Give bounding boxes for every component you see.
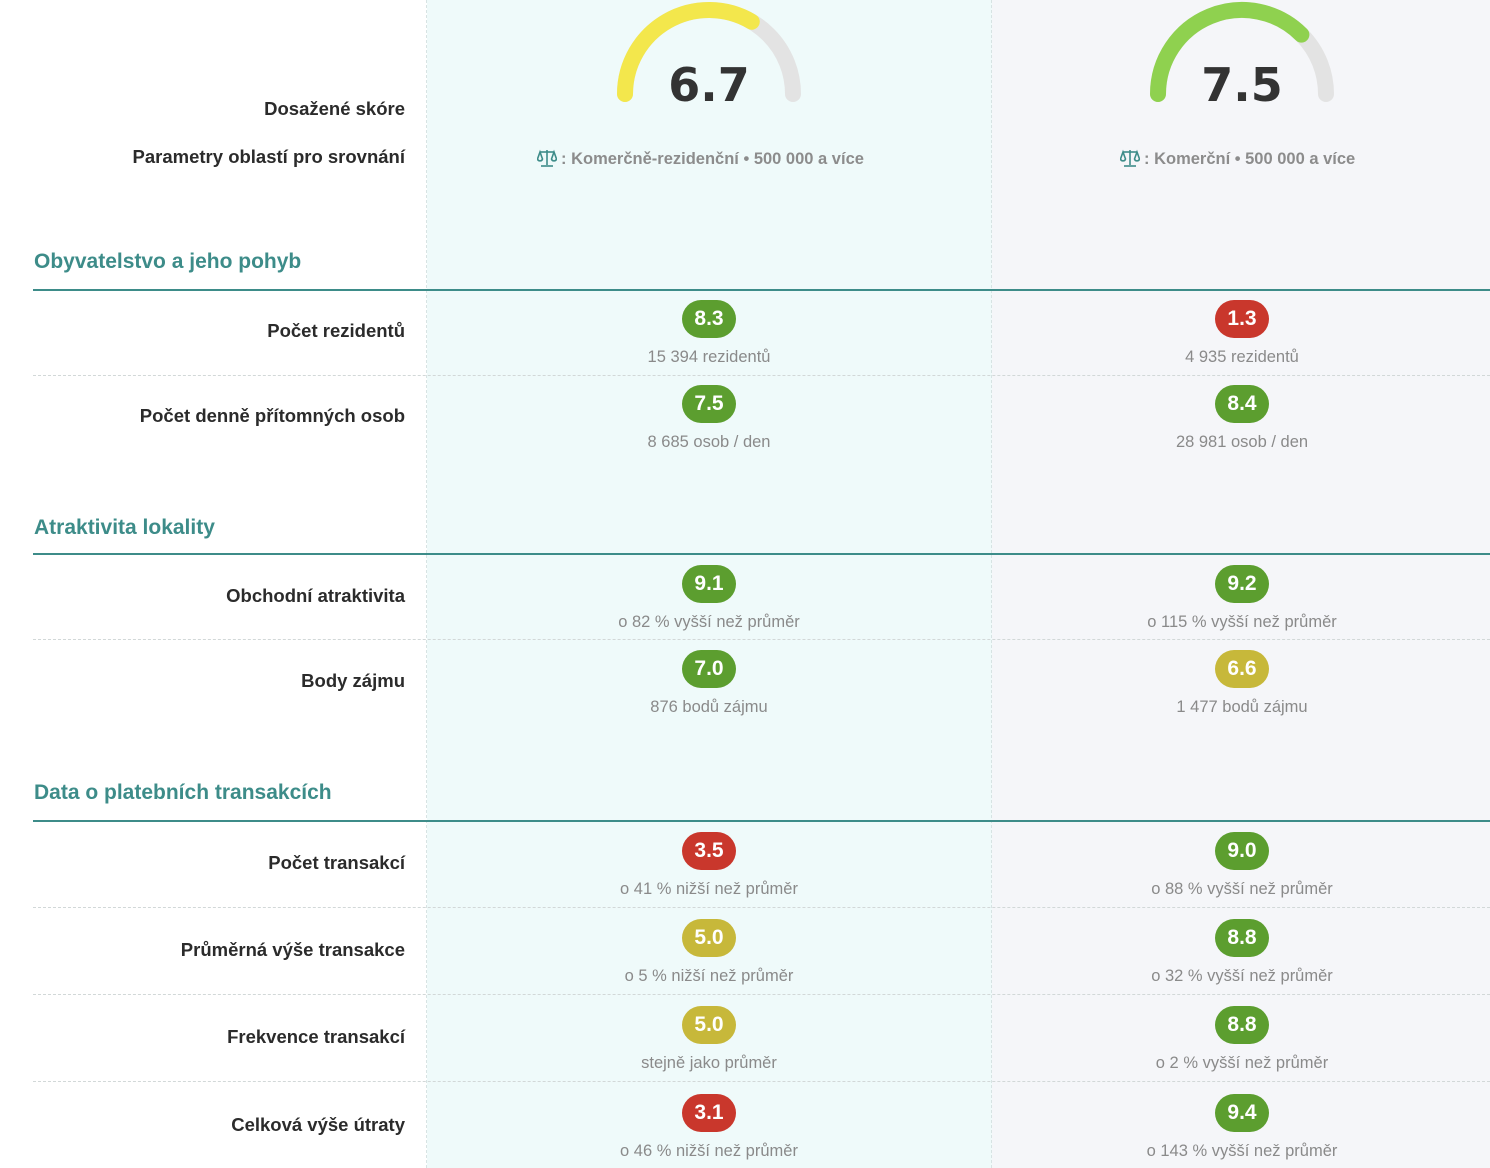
section-title-attractiveness: Atraktivita lokality [34, 516, 215, 539]
score-badge: 8.8 [1215, 1006, 1269, 1044]
section-divider [33, 289, 1490, 291]
score-cell: 8.8 o 32 % vyšší než průměr [1092, 919, 1392, 986]
score-badge: 3.1 [682, 1094, 736, 1132]
score-cell: 3.1 o 46 % nižší než průměr [559, 1094, 859, 1161]
score-cell: 7.5 8 685 osob / den [559, 385, 859, 452]
score-cell: 5.0 o 5 % nižší než průměr [559, 919, 859, 986]
score-detail: 15 394 rezidentů [647, 348, 771, 366]
score-badge: 7.5 [682, 385, 736, 423]
score-cell: 1.3 4 935 rezidentů [1092, 300, 1392, 367]
row-label: Celková výše útraty [231, 1114, 405, 1135]
gauge-score: 6.7 [668, 58, 750, 112]
score-cell: 3.5 o 41 % nižší než průměr [559, 832, 859, 899]
score-detail: o 41 % nižší než průměr [620, 880, 798, 898]
score-badge: 5.0 [682, 919, 736, 957]
score-gauge-2: 7.5 [1150, 2, 1334, 112]
score-badge: 8.3 [682, 300, 736, 338]
row-divider [33, 1081, 1490, 1082]
score-cell: 8.3 15 394 rezidentů [559, 300, 859, 367]
row-label: Obchodní atraktivita [226, 585, 405, 606]
score-detail: 4 935 rezidentů [1185, 348, 1299, 366]
score-cell: 5.0 stejně jako průměr [559, 1006, 859, 1073]
score-detail: 876 bodů zájmu [650, 698, 768, 716]
score-badge: 3.5 [682, 832, 736, 870]
gauge-fill [617, 2, 760, 102]
row-label: Počet denně přítomných osob [139, 405, 405, 426]
params-label: Parametry oblastí pro srovnání [132, 146, 405, 167]
gauge-score: 7.5 [1201, 58, 1283, 112]
score-detail: o 115 % vyšší než průměr [1147, 613, 1337, 631]
score-detail: 8 685 osob / den [647, 433, 771, 451]
row-divider [33, 639, 1490, 640]
score-cell: 9.1 o 82 % vyšší než průměr [559, 565, 859, 632]
score-cell: 7.0 876 bodů zájmu [559, 650, 859, 717]
score-badge: 6.6 [1215, 650, 1269, 688]
scale-icon [1119, 148, 1141, 173]
section-divider [33, 820, 1490, 822]
row-divider [33, 994, 1490, 995]
score-badge: 5.0 [682, 1006, 736, 1044]
score-badge: 9.4 [1215, 1094, 1269, 1132]
score-cell: 9.2 o 115 % vyšší než průměr [1092, 565, 1392, 632]
column-divider [426, 0, 427, 1168]
params-text: : Komerční • 500 000 a více [1144, 150, 1356, 168]
score-detail: o 82 % vyšší než průměr [618, 613, 800, 631]
score-label: Dosažené skóre [264, 98, 405, 119]
row-divider [33, 907, 1490, 908]
params-text: : Komerčně-rezidenční • 500 000 a více [561, 150, 864, 168]
row-label: Body zájmu [301, 670, 405, 691]
location-2-params: : Komerční • 500 000 a více [1119, 148, 1356, 173]
score-cell: 8.4 28 981 osob / den [1092, 385, 1392, 452]
section-divider [33, 553, 1490, 555]
score-detail: stejně jako průměr [641, 1054, 777, 1072]
score-detail: o 46 % nižší než průměr [620, 1142, 798, 1160]
row-divider [33, 375, 1490, 376]
row-label: Průměrná výše transakce [180, 939, 405, 960]
score-badge: 8.4 [1215, 385, 1269, 423]
score-cell: 8.8 o 2 % vyšší než průměr [1092, 1006, 1392, 1073]
score-cell: 9.4 o 143 % vyšší než průměr [1092, 1094, 1392, 1161]
row-label: Počet transakcí [268, 852, 405, 873]
section-title-transactions: Data o platebních transakcích [34, 781, 332, 804]
score-badge: 9.0 [1215, 832, 1269, 870]
score-cell: 6.6 1 477 bodů zájmu [1092, 650, 1392, 717]
score-detail: o 143 % vyšší než průměr [1146, 1142, 1338, 1160]
row-label: Frekvence transakcí [227, 1026, 405, 1047]
row-label: Počet rezidentů [267, 320, 405, 341]
score-detail: o 32 % vyšší než průměr [1151, 967, 1333, 985]
score-detail: o 2 % vyšší než průměr [1155, 1054, 1329, 1072]
score-badge: 8.8 [1215, 919, 1269, 957]
scale-icon [536, 148, 558, 173]
score-detail: o 88 % vyšší než průměr [1151, 880, 1333, 898]
score-badge: 9.1 [682, 565, 736, 603]
gauge-fill [1150, 2, 1310, 102]
score-cell: 9.0 o 88 % vyšší než průměr [1092, 832, 1392, 899]
score-badge: 9.2 [1215, 565, 1269, 603]
location-1-params: : Komerčně-rezidenční • 500 000 a více [536, 148, 864, 173]
score-detail: 1 477 bodů zájmu [1176, 698, 1308, 716]
score-gauge-1: 6.7 [617, 2, 801, 112]
column-divider [991, 0, 992, 1168]
score-badge: 1.3 [1215, 300, 1269, 338]
score-detail: 28 981 osob / den [1175, 433, 1309, 451]
section-title-population: Obyvatelstvo a jeho pohyb [34, 250, 302, 273]
score-detail: o 5 % nižší než průměr [624, 967, 794, 985]
score-badge: 7.0 [682, 650, 736, 688]
